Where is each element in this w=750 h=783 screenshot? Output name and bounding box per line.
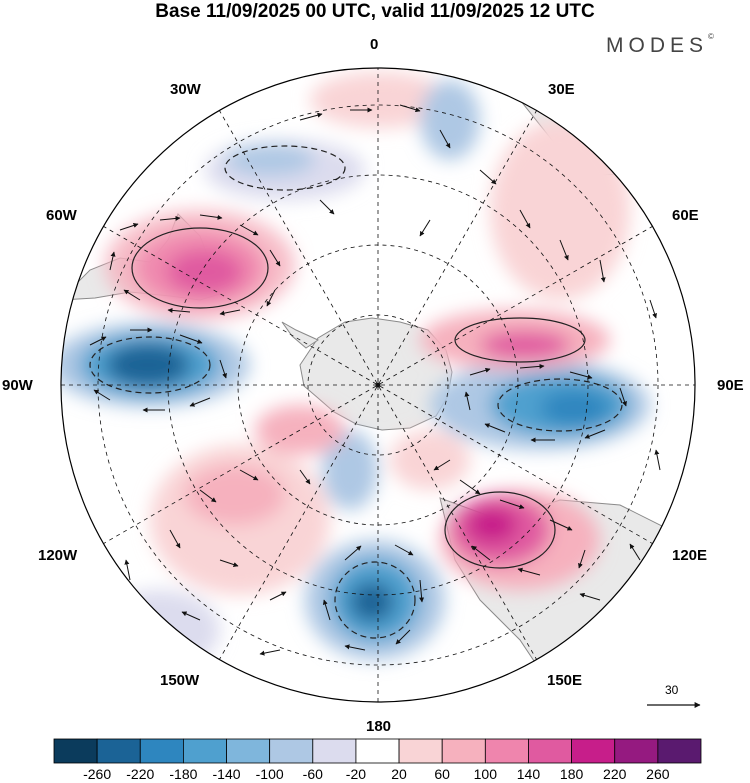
colorbar-tick-label: 220 bbox=[603, 766, 627, 782]
colorbar-segment bbox=[226, 738, 271, 764]
colorbar-segment bbox=[657, 738, 702, 764]
graticule bbox=[61, 68, 695, 702]
colorbar-tick-label: 100 bbox=[473, 766, 498, 782]
colorbar-tick-label: -140 bbox=[212, 766, 241, 782]
colorbar-segment bbox=[398, 738, 443, 764]
colorbar-segment bbox=[269, 738, 314, 764]
map-border bbox=[60, 67, 696, 703]
colorbar-tick-label: 20 bbox=[391, 766, 407, 782]
label-lon-120w: 120W bbox=[38, 547, 78, 564]
label-lon-60w: 60W bbox=[46, 207, 77, 224]
label-lon-90e: 90E bbox=[717, 377, 744, 394]
colorbar-tick-label: -100 bbox=[255, 766, 284, 782]
modes-logo: MODES© bbox=[606, 32, 714, 58]
brand-text: MODES bbox=[606, 34, 709, 57]
label-lon-150w: 150W bbox=[160, 672, 200, 689]
colorbar-segment bbox=[53, 738, 98, 764]
colorbar-tick-label: 180 bbox=[559, 766, 584, 782]
colorbar-segment bbox=[528, 738, 573, 764]
colorbar-tick-label: -60 bbox=[302, 766, 323, 782]
map-title: Base 11/09/2025 00 UTC, valid 11/09/2025… bbox=[155, 1, 595, 22]
colorbar-tick-label: 60 bbox=[434, 766, 450, 782]
anomaly-field bbox=[61, 72, 650, 670]
colorbar-segment bbox=[441, 738, 486, 764]
copyright-mark: © bbox=[708, 32, 714, 41]
reference-vector-label: 30 bbox=[665, 683, 679, 697]
colorbar-segment bbox=[571, 738, 616, 764]
colorbar-segment bbox=[484, 738, 529, 764]
colorbar bbox=[53, 738, 702, 764]
contour-lines bbox=[89, 145, 623, 639]
label-lon-0: 0 bbox=[370, 36, 379, 53]
label-lon-30w: 30W bbox=[170, 81, 201, 98]
colorbar-segment bbox=[96, 738, 141, 764]
south-pole-marker bbox=[375, 382, 381, 388]
colorbar-tick-label: 140 bbox=[516, 766, 541, 782]
label-lon-60e: 60E bbox=[672, 207, 699, 224]
colorbar-segment bbox=[614, 738, 659, 764]
colorbar-segment bbox=[182, 738, 227, 764]
label-lon-90w: 90W bbox=[2, 377, 33, 394]
map-disc bbox=[61, 68, 695, 702]
colorbar-tick-label: -260 bbox=[83, 766, 112, 782]
colorbar-tick-label: -20 bbox=[345, 766, 367, 782]
colorbar-tick-label: -220 bbox=[126, 766, 155, 782]
label-lon-180: 180 bbox=[366, 718, 392, 735]
label-lon-120e: 120E bbox=[672, 547, 708, 564]
colorbar-segment bbox=[355, 738, 400, 764]
contour-lines-positive bbox=[131, 227, 586, 569]
colorbar-tick-label: 260 bbox=[646, 766, 670, 782]
colorbar-segment bbox=[312, 738, 357, 764]
colorbar-segment bbox=[139, 738, 184, 764]
label-lon-30e: 30E bbox=[548, 81, 575, 98]
antarctic-peninsula bbox=[281, 321, 320, 349]
wind-vectors bbox=[89, 104, 661, 656]
colorbar-tick-label: -180 bbox=[169, 766, 198, 782]
label-lon-150e: 150E bbox=[547, 672, 583, 689]
